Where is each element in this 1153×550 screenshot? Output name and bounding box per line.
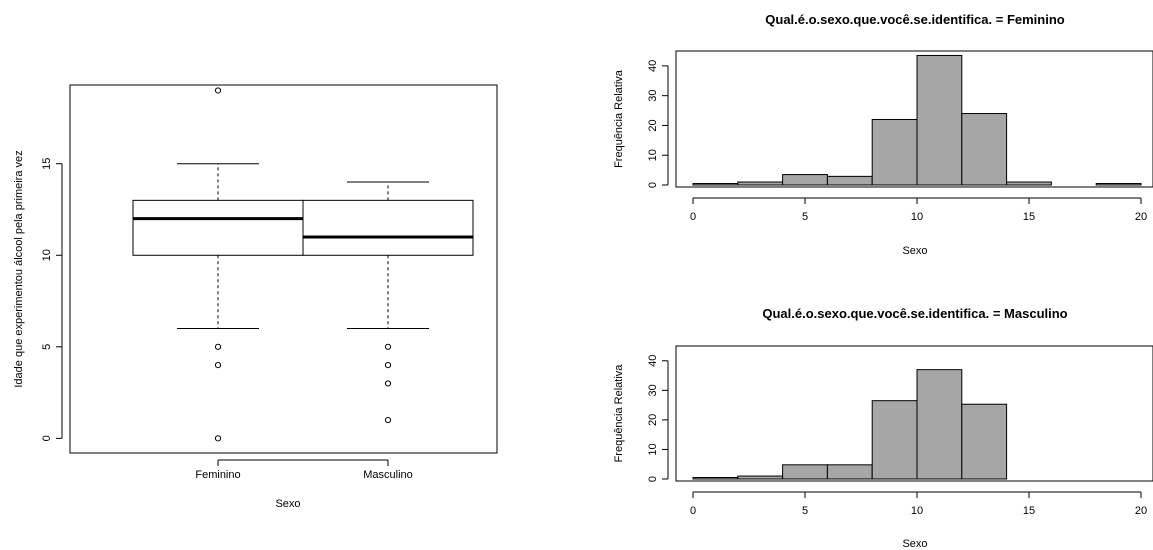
boxplot-outlier: [214, 435, 222, 442]
boxplot-y-tick-label: 5: [41, 344, 53, 350]
boxplot-outlier: [384, 416, 392, 424]
histogram-y-tick-label: 30: [647, 384, 659, 396]
histogram-bar: [916, 369, 963, 480]
boxplot-x-axis-label: Sexo: [275, 498, 300, 510]
histogram-x-tick-label: 20: [1135, 211, 1147, 223]
histogram-y-tick-label: 0: [647, 476, 659, 482]
histogram-bar: [737, 475, 784, 480]
boxplot-frame: [69, 84, 498, 454]
histogram-title: Qual.é.o.sexo.que.você.se.identifica. = …: [762, 306, 1067, 321]
histogram-bar: [692, 183, 739, 186]
boxplot-y-axis-label: Idade que experimentou álcool pela prime…: [13, 150, 25, 387]
histogram-x-tick-label: 15: [1023, 211, 1035, 223]
histogram-bar: [1095, 183, 1142, 186]
boxplot-y-tick-label: 0: [41, 435, 53, 441]
histogram-bar: [916, 54, 963, 186]
boxplot-outlier: [384, 380, 392, 387]
histogram-bar: [692, 477, 739, 480]
histogram-x-tick-label: 10: [911, 505, 923, 517]
histogram-x-tick-label: 5: [802, 211, 808, 223]
boxplot-box: [302, 199, 474, 256]
histogram-y-axis-label: Frequência Relativa: [613, 364, 625, 463]
histogram-bar: [871, 118, 918, 186]
histogram-x-tick-label: 20: [1135, 505, 1147, 517]
histogram-x-tick-label: 0: [690, 505, 696, 517]
histogram-bar: [782, 174, 828, 186]
histogram-x-tick-label: 15: [1023, 505, 1035, 517]
histogram-bar: [961, 403, 1008, 480]
boxplot-y-tick-label: 10: [41, 249, 53, 261]
boxplot-box: [132, 199, 304, 256]
histogram-bar: [737, 181, 784, 186]
histogram-y-tick-label: 20: [647, 414, 659, 426]
histogram-bar: [871, 400, 918, 480]
histogram-y-tick-label: 10: [647, 149, 659, 161]
boxplot-outlier: [214, 87, 222, 94]
histogram-y-tick-label: 30: [647, 90, 659, 102]
boxplot-outlier: [384, 362, 392, 369]
histogram-bar: [826, 464, 873, 480]
boxplot-x-tick-label: Masculino: [363, 469, 413, 481]
histogram-y-tick-label: 20: [647, 119, 659, 131]
histogram-y-tick-label: 40: [647, 355, 659, 367]
histogram-bar: [826, 175, 873, 186]
histogram-frame: [675, 345, 1153, 482]
histogram-y-tick-label: 40: [647, 60, 659, 72]
histogram-x-tick-label: 5: [802, 505, 808, 517]
boxplot-y-tick-label: 15: [41, 158, 53, 170]
histogram-y-tick-label: 0: [647, 182, 659, 188]
boxplot-outlier: [384, 343, 392, 350]
boxplot-x-tick-label: Feminino: [195, 469, 240, 481]
histogram-x-tick-label: 0: [690, 211, 696, 223]
boxplot-outlier: [214, 343, 222, 350]
histogram-y-axis-label: Frequência Relativa: [613, 69, 625, 168]
histogram-x-axis-label: Sexo: [902, 245, 927, 257]
histogram-x-tick-label: 10: [911, 211, 923, 223]
histogram-bar: [961, 113, 1008, 186]
histogram-bar: [782, 464, 828, 480]
histogram-bar: [1006, 181, 1052, 186]
histogram-y-tick-label: 10: [647, 443, 659, 455]
histogram-title: Qual.é.o.sexo.que.você.se.identifica. = …: [765, 12, 1065, 27]
histogram-x-axis-label: Sexo: [902, 538, 927, 550]
histogram-frame: [675, 50, 1153, 188]
boxplot-outlier: [214, 362, 222, 369]
